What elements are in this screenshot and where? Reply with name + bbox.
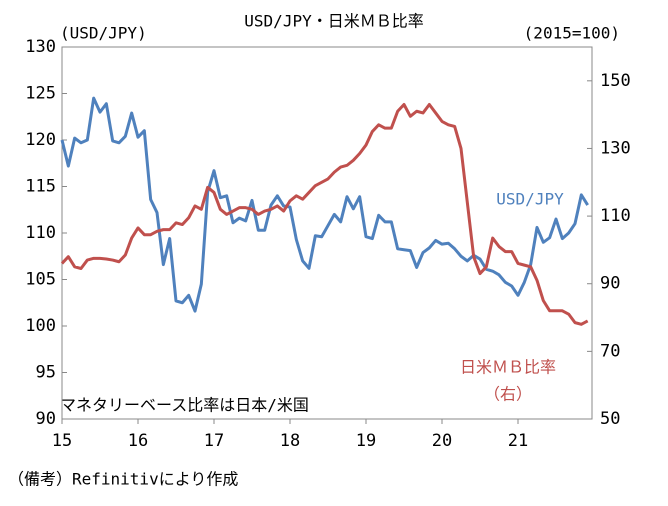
- x-tick-label: 19: [356, 431, 376, 451]
- y-tick-label: 130: [25, 37, 56, 57]
- x-tick-label: 21: [508, 431, 528, 451]
- y-tick-label: 105: [25, 270, 56, 290]
- y-tick-label: 100: [25, 316, 56, 336]
- y2-tick-label: 70: [600, 341, 620, 361]
- annotation: USD/JPY: [496, 190, 564, 209]
- footnote: （備考）Refinitivにより作成: [8, 470, 238, 489]
- y2-tick-label: 110: [600, 206, 631, 226]
- annotation: （右）: [484, 385, 532, 404]
- annotation: マネタリーベース比率は日本/米国: [60, 396, 309, 415]
- y-tick-label: 120: [25, 130, 56, 150]
- y-tick-label: 125: [25, 84, 56, 104]
- x-tick-label: 17: [204, 431, 224, 451]
- y-tick-label: 90: [36, 409, 56, 429]
- y-tick-label: 95: [36, 363, 56, 383]
- y2-axis-label: (2015=100): [524, 24, 620, 43]
- line-series: [60, 102, 589, 326]
- y2-tick-label: 50: [600, 409, 620, 429]
- y2-tick-label: 90: [600, 274, 620, 294]
- annotation: 日米ＭＢ比率: [460, 358, 556, 377]
- y2-tick-label: 150: [600, 71, 631, 91]
- chart-title: USD/JPY・日米ＭＢ比率: [244, 12, 423, 31]
- x-tick-label: 16: [128, 431, 148, 451]
- y-tick-label: 115: [25, 177, 56, 197]
- x-tick-label: 18: [280, 431, 300, 451]
- y-axis-label: (USD/JPY): [60, 24, 147, 43]
- x-tick-label: 15: [52, 431, 72, 451]
- y2-tick-label: 130: [600, 138, 631, 158]
- x-tick-label: 20: [432, 431, 452, 451]
- y-tick-label: 110: [25, 223, 56, 243]
- line-series: [60, 96, 589, 313]
